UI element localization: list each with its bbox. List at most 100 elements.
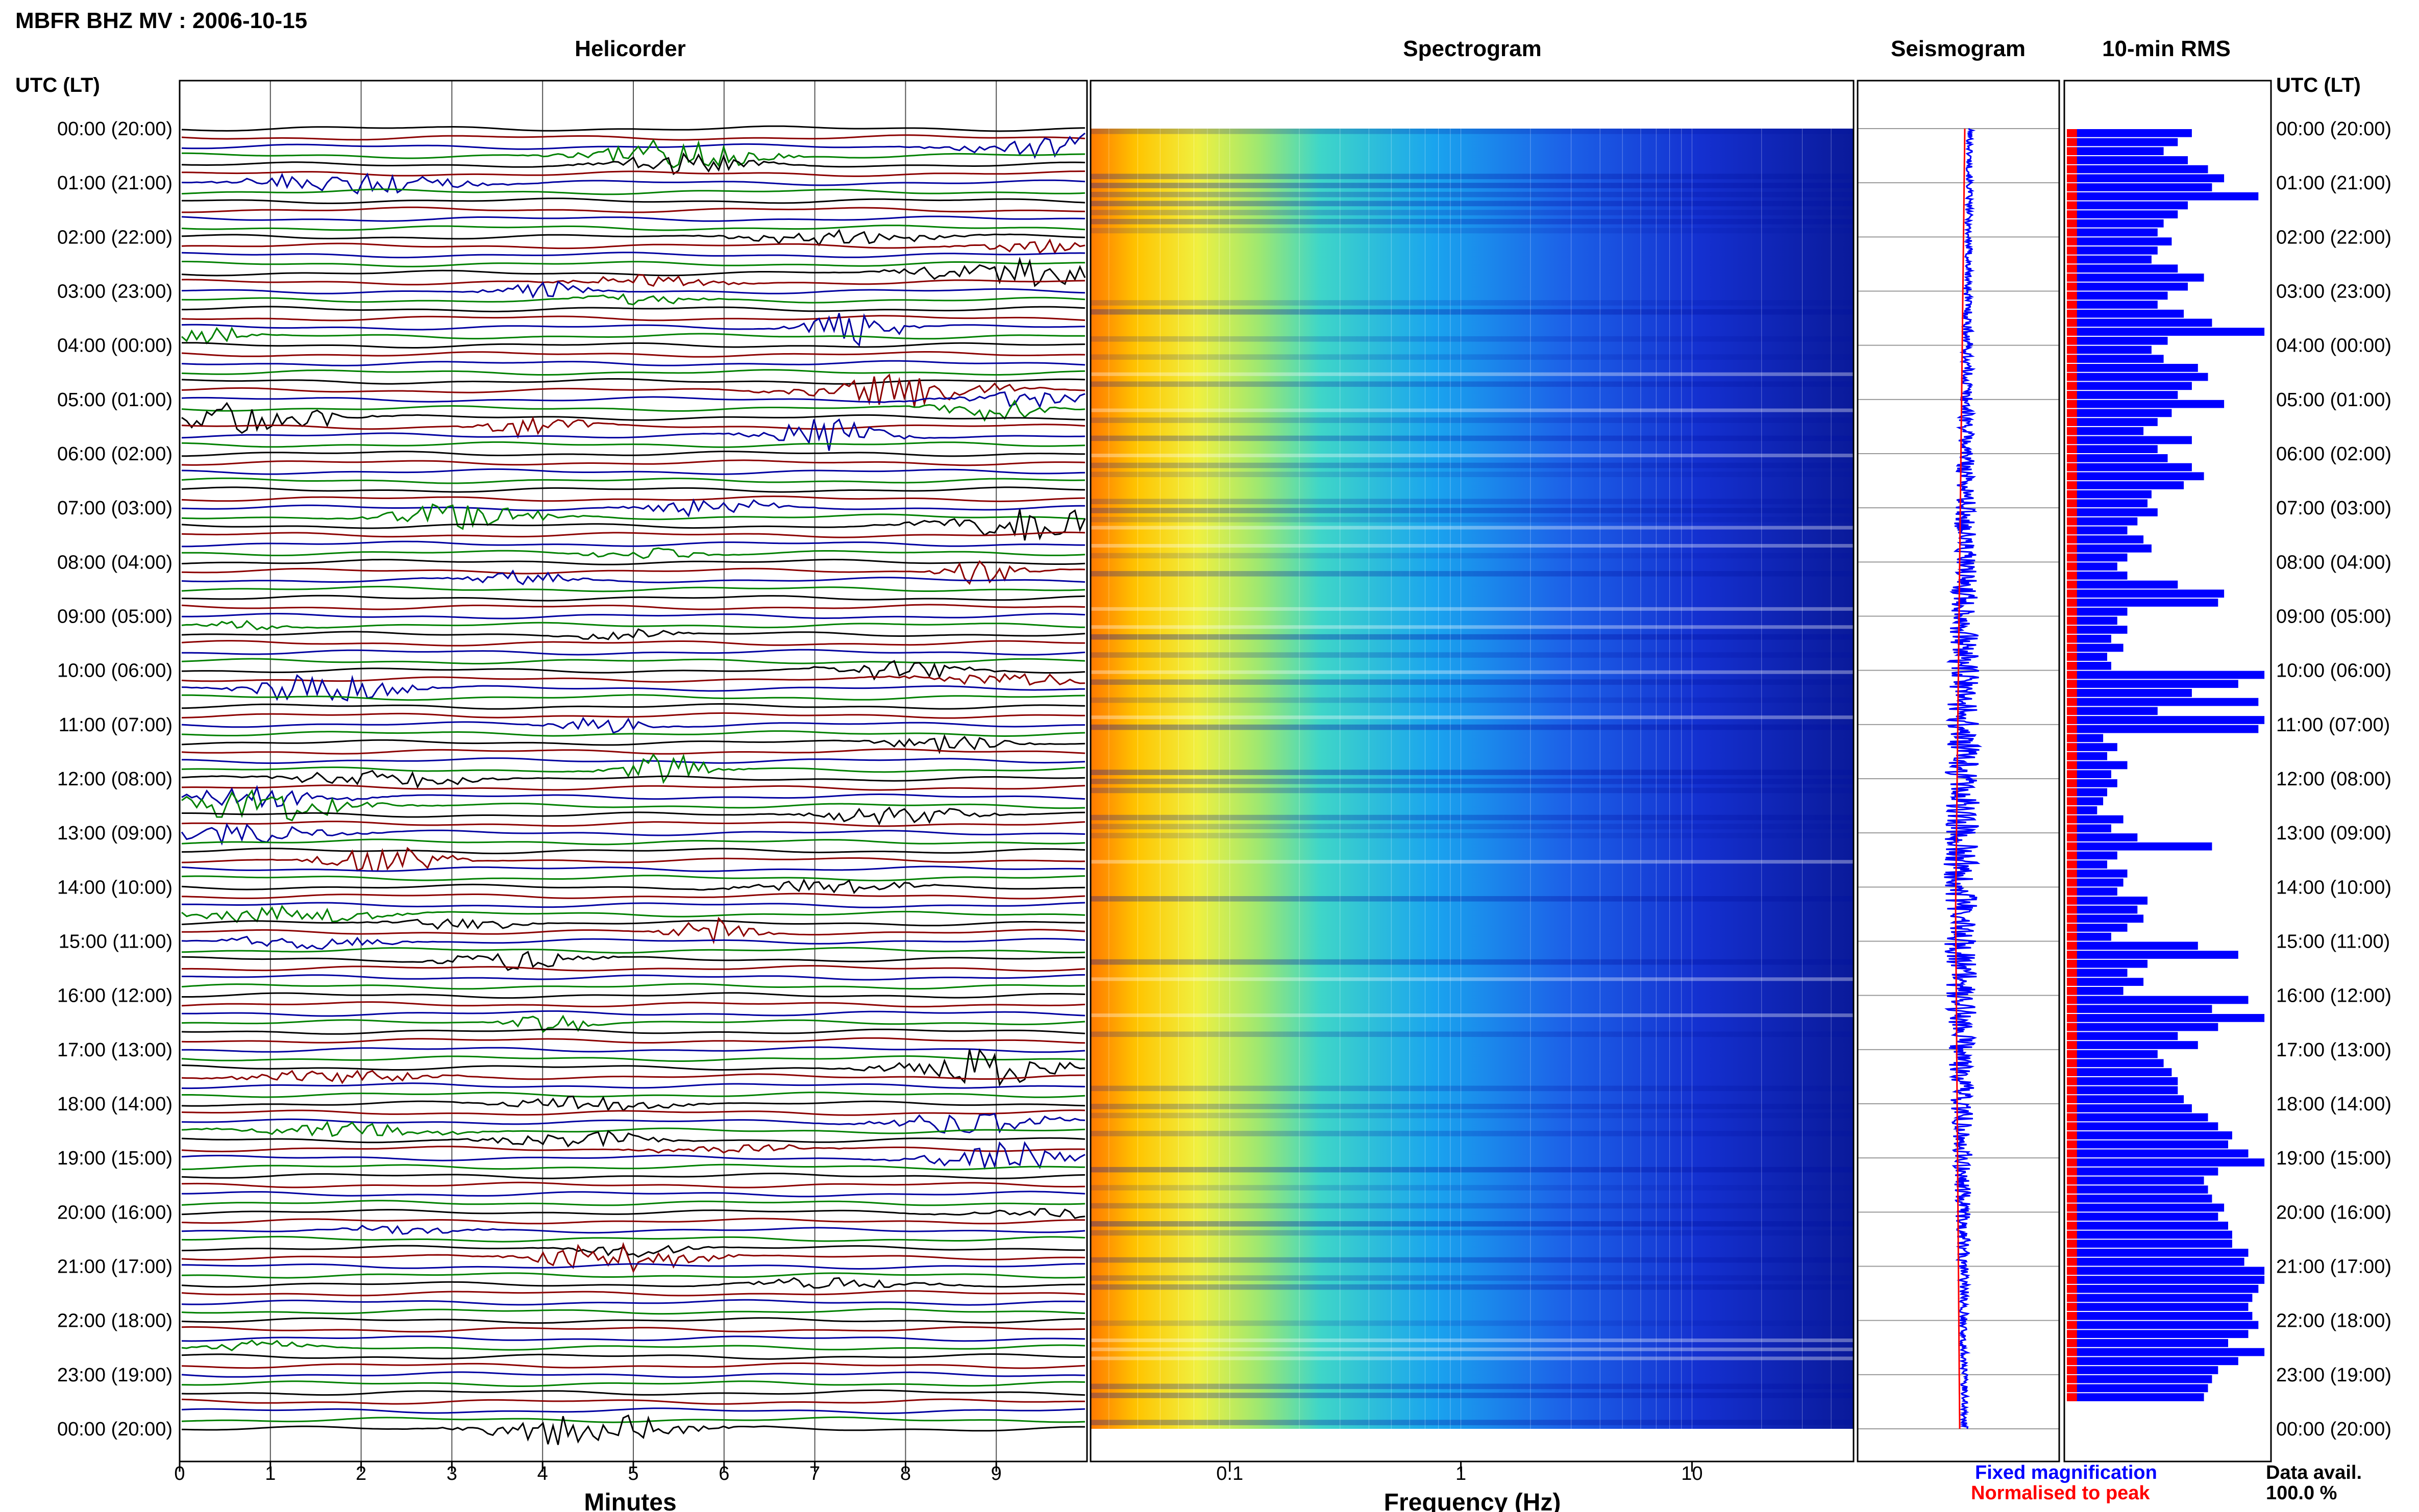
helicorder-trace [181, 935, 1085, 950]
rms-normalised-bar [2067, 418, 2077, 426]
spectrogram-band [1091, 218, 1854, 225]
spectrogram-band [1091, 1013, 1854, 1018]
rms-normalised-bar [2067, 391, 2077, 399]
helicorder-trace [181, 1317, 1085, 1324]
spectrogram-band [1091, 435, 1854, 441]
spectrogram-band [1091, 1112, 1854, 1119]
spectrogram-band [1091, 228, 1854, 234]
rms-normalised-bar [2067, 517, 2077, 526]
rms-normalised-bar [2067, 914, 2077, 923]
time-label-right: 00:00 (20:00) [2276, 118, 2391, 140]
spectrogram-band [1091, 499, 1854, 505]
spectrogram-tick-label: 10 [1681, 1463, 1702, 1484]
rms-normalised-bar [2067, 1366, 2077, 1374]
rms-bar [2067, 373, 2208, 381]
rms-bar [2067, 409, 2172, 417]
rms-bar [2067, 490, 2152, 499]
spectrogram-band [1091, 1167, 1854, 1173]
rms-bar [2067, 400, 2225, 408]
helicorder-trace [181, 848, 1085, 854]
helicorder-trace [181, 1218, 1085, 1225]
rms-bar [2067, 1375, 2212, 1383]
helicorder-trace [181, 498, 1085, 518]
helicorder-trace [181, 369, 1085, 376]
spectrogram-band [1091, 625, 1854, 629]
spectrogram-band [1091, 381, 1854, 387]
rms-normalised-bar [2067, 345, 2077, 354]
time-label-right: 16:00 (12:00) [2276, 985, 2391, 1007]
rms-bar [2067, 616, 2117, 625]
spectrogram-band [1091, 526, 1854, 530]
rms-normalised-bar [2067, 427, 2077, 435]
helicorder-trace [181, 1070, 1085, 1084]
time-label-right: 14:00 (10:00) [2276, 877, 2391, 898]
helicorder-tick-label: 3 [447, 1463, 457, 1484]
spectrogram-x-axis: 0.1 1 10 [1216, 1461, 1703, 1484]
spectrogram-band [1091, 697, 1854, 703]
rms-normalised-bar [2067, 589, 2077, 598]
rms-normalised-bar [2067, 165, 2077, 173]
rms-bar [2067, 309, 2184, 318]
helicorder-trace [181, 1380, 1085, 1387]
rms-bar [2067, 707, 2158, 715]
time-label-left: 08:00 (04:00) [57, 552, 172, 573]
rms-bar [2067, 382, 2192, 390]
rms-normalised-bar [2067, 183, 2077, 191]
rms-bar [2067, 1276, 2265, 1284]
helicorder-trace [181, 391, 1085, 409]
rms-bar [2067, 1140, 2228, 1149]
helicorder-trace [181, 1353, 1085, 1360]
helicorder-trace [182, 1191, 1085, 1198]
rms-normalised-bar [2067, 409, 2077, 417]
helicorder-trace [182, 342, 1085, 349]
helicorder-trace [182, 306, 1085, 312]
helicorder-tick-label: 1 [265, 1463, 276, 1484]
rms-normalised-bar [2067, 1357, 2077, 1366]
seismogram-normalised-trace [1955, 128, 1966, 1429]
rms-normalised-bar [2067, 1311, 2077, 1320]
rms-normalised-bar [2067, 472, 2077, 481]
rms-bar [2067, 580, 2178, 589]
rms-normalised-bar [2067, 1140, 2077, 1149]
rms-normalised-bar [2067, 698, 2077, 706]
rms-bar [2067, 201, 2188, 210]
rms-bar [2067, 318, 2212, 327]
rms-bar [2067, 634, 2111, 643]
time-labels-left: 00:00 (20:00) 01:00 (21:00) 02:00 (22:00) 0… [57, 118, 172, 1440]
rms-normalised-bar [2067, 779, 2077, 787]
time-label-left: 05:00 (01:00) [57, 389, 172, 411]
figure-title: MBFR BHZ MV : 2006-10-15 [15, 8, 307, 33]
rms-bar [2067, 1257, 2244, 1266]
helicorder-trace [182, 540, 1085, 548]
spectrogram-band [1091, 1203, 1854, 1209]
rms-bar [2067, 1095, 2184, 1104]
rms-bar [2067, 364, 2198, 372]
helicorder-trace [181, 313, 1085, 347]
time-label-right: 20:00 (16:00) [2276, 1202, 2391, 1223]
rms-normalised-bar [2067, 616, 2077, 625]
helicorder-traces [181, 125, 1086, 1445]
spectrogram-frame [1090, 80, 1855, 1463]
helicorder-trace [181, 628, 1085, 640]
rms-normalised-bar [2067, 1167, 2077, 1176]
rms-bar [2067, 192, 2259, 201]
time-label-left: 04:00 (00:00) [57, 335, 172, 357]
helicorder-trace [182, 806, 1085, 826]
rms-bar [2067, 914, 2144, 923]
helicorder-trace [181, 326, 1085, 345]
helicorder-trace [182, 1263, 1085, 1270]
rms-bar [2067, 463, 2192, 472]
helicorder-trace [181, 1326, 1085, 1333]
time-label-right: 11:00 (07:00) [2276, 714, 2390, 736]
rms-bar [2067, 1330, 2249, 1339]
helicorder-trace [181, 757, 1085, 764]
helicorder-trace [182, 992, 1085, 999]
helicorder-trace [181, 748, 1085, 755]
rms-normalised-bar [2067, 788, 2077, 797]
rms-bar [2067, 255, 2152, 264]
spectrogram-band [1091, 183, 1854, 188]
helicorder-trace [181, 821, 1085, 827]
rms-normalised-bar [2067, 842, 2077, 851]
spectrogram-tick-label: 1 [1455, 1463, 1466, 1484]
